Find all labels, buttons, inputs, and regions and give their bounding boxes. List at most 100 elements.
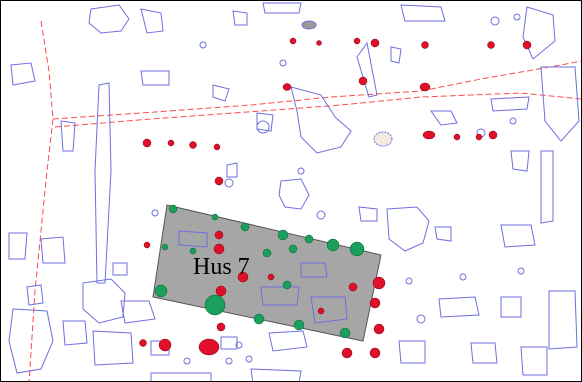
red-posthole — [475, 133, 483, 141]
feature-outline — [278, 178, 310, 210]
green-posthole — [262, 248, 272, 258]
red-postholes — [139, 37, 532, 359]
feature-outline — [548, 290, 578, 350]
feature-outline — [400, 4, 446, 22]
red-posthole — [488, 130, 498, 140]
green-posthole — [204, 294, 226, 316]
feature-outline — [520, 346, 548, 376]
feature-outline — [150, 372, 212, 381]
green-postholes — [154, 204, 365, 339]
red-posthole — [453, 133, 461, 141]
red-posthole — [289, 37, 297, 45]
feature-outline — [226, 162, 238, 178]
feature-outline — [250, 368, 302, 381]
red-posthole — [213, 143, 221, 151]
gray-feature — [301, 20, 317, 30]
feature-outline — [10, 62, 36, 86]
feature-outline — [500, 296, 522, 318]
feature-outline — [540, 66, 580, 142]
boundary-line-left — [28, 20, 54, 381]
feature-ring — [509, 117, 517, 125]
red-posthole — [370, 38, 380, 48]
red-posthole — [237, 271, 249, 283]
feature-outline — [94, 82, 112, 284]
feature-ring — [199, 41, 207, 49]
feature-ring — [297, 167, 305, 175]
feature-outline — [262, 2, 302, 14]
red-posthole — [282, 83, 292, 91]
green-posthole — [161, 243, 169, 251]
feature-ring — [279, 59, 287, 67]
feature-outline — [62, 320, 88, 346]
house-area — [152, 204, 382, 342]
red-posthole — [143, 241, 151, 249]
red-posthole — [216, 322, 226, 332]
green-posthole — [154, 284, 168, 298]
feature-outline — [310, 296, 348, 324]
feature-ring — [225, 357, 233, 365]
feature-outline — [522, 6, 556, 60]
green-posthole — [211, 213, 219, 221]
feature-outline — [40, 236, 66, 264]
green-posthole — [240, 222, 250, 232]
feature-outline — [490, 96, 530, 112]
green-posthole — [288, 244, 298, 254]
feature-outline — [500, 224, 536, 248]
feature-ring — [183, 357, 191, 365]
feature-outline — [430, 110, 458, 126]
feature-outline — [60, 120, 76, 152]
house-label: Hus 7 — [193, 254, 250, 280]
red-posthole — [267, 273, 275, 281]
feature-outline — [358, 206, 378, 222]
red-posthole — [348, 282, 358, 292]
feature-outline — [92, 330, 134, 366]
green-posthole — [349, 241, 365, 257]
feature-outline — [212, 84, 230, 102]
red-posthole — [522, 40, 532, 50]
feature-ring — [151, 209, 159, 217]
feature-outline — [300, 262, 328, 278]
red-posthole — [198, 338, 220, 356]
red-posthole — [421, 41, 429, 49]
red-posthole — [358, 76, 368, 86]
feature-outline — [398, 340, 426, 364]
feature-ring — [459, 273, 467, 281]
red-posthole — [422, 130, 436, 140]
feature-outline — [290, 86, 352, 154]
green-posthole — [189, 247, 197, 255]
red-posthole — [215, 285, 227, 297]
feature-outline — [8, 308, 54, 374]
feature-outline — [390, 46, 402, 64]
feature-ring — [245, 355, 253, 363]
stone-cluster — [373, 131, 393, 147]
green-posthole — [326, 238, 340, 252]
feature-outline — [140, 70, 170, 86]
red-posthole — [167, 139, 175, 147]
red-posthole — [213, 243, 225, 255]
feature-outline — [386, 206, 430, 252]
feature-outline — [26, 284, 44, 306]
feature-ring — [405, 277, 413, 285]
red-posthole — [189, 141, 197, 149]
feature-outline — [8, 232, 28, 260]
green-posthole — [168, 204, 178, 214]
feature-outline — [268, 330, 308, 352]
red-posthole — [139, 339, 147, 347]
feature-outline — [140, 8, 164, 34]
red-posthole — [317, 307, 325, 315]
feature-ring — [235, 341, 243, 349]
red-posthole — [372, 276, 386, 290]
small-feature-rings — [151, 13, 525, 365]
feature-outline — [356, 41, 378, 98]
red-posthole — [369, 297, 381, 309]
feature-outline — [510, 150, 530, 172]
red-posthole — [316, 40, 322, 46]
feature-outline — [256, 112, 274, 132]
feature-outline — [470, 342, 498, 364]
red-posthole — [369, 347, 381, 359]
green-posthole — [282, 280, 292, 290]
feature-outline — [82, 278, 126, 324]
green-posthole — [253, 313, 265, 325]
